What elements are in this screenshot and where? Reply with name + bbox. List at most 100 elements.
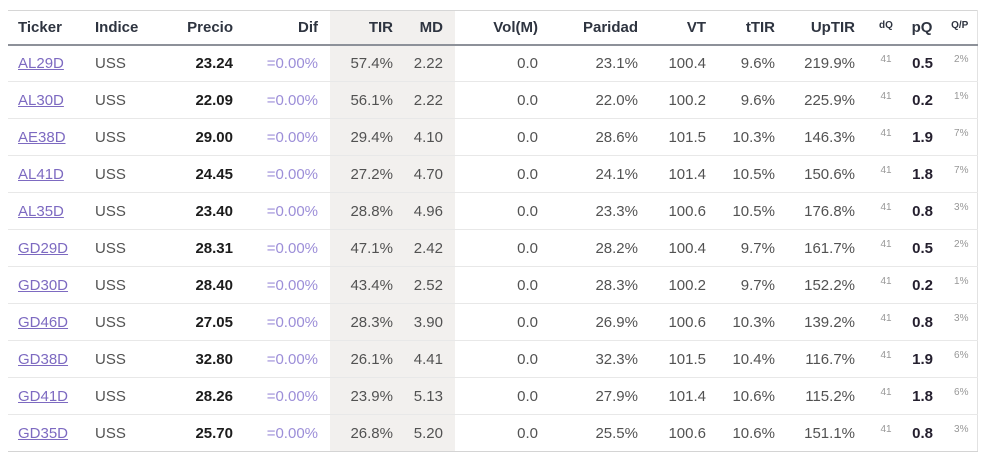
cell-vol: 0.0 [517,165,538,183]
table-row: AL29D USS 23.24 =0.00% 57.4% 2.22 0.0 23… [8,44,977,82]
cell-uptir: 150.6% [804,165,855,183]
column-header-precio[interactable]: Precio [160,10,245,46]
cell-ticker: GD41D [8,378,85,415]
cell-dif: =0.00% [266,165,318,183]
cell-paridad: 23.3% [595,202,638,220]
cell-uptir: 115.2% [805,387,855,405]
cell-dq: 41 [867,267,905,304]
cell-ttir: 9.6% [740,91,775,109]
cell-md: 2.42 [405,229,455,267]
cell-uptir: 176.8% [804,202,855,220]
cell-md: 2.22 [405,44,455,82]
ticker-link[interactable]: GD38D [18,350,69,368]
cell-paridad: 24.1% [595,165,638,183]
cell-indice: USS [95,387,126,405]
cell-precio: 24.45 [195,165,233,183]
column-header-indice[interactable]: Indice [85,10,160,46]
column-header-paridad[interactable]: Paridad [550,10,650,46]
column-header-vol[interactable]: Vol(M) [455,10,550,46]
cell-md: 3.90 [405,303,455,341]
cell-ttir: 10.3% [732,128,775,146]
cell-dq: 41 [867,341,905,378]
qp-value: 7% [954,127,969,139]
cell-qp: 6% [943,378,977,415]
cell-paridad: 23.1% [595,54,638,72]
cell-pq: 1.9 [912,128,933,146]
column-header-vt[interactable]: VT [650,10,718,46]
column-header-pq[interactable]: pQ [905,10,943,46]
cell-vol: 0.0 [517,202,538,220]
cell-vt: 100.6 [668,313,706,331]
cell-paridad: 27.9% [595,387,638,405]
cell-dq: 41 [867,193,905,230]
cell-pq: 1.8 [912,165,933,183]
cell-vt: 101.5 [668,128,706,146]
ticker-link[interactable]: GD30D [18,276,69,294]
cell-paridad: 25.5% [595,424,638,442]
ticker-link[interactable]: GD29D [18,239,69,257]
cell-ttir: 10.4% [732,350,775,368]
ticker-link[interactable]: AL30D [18,91,64,109]
cell-dq: 41 [867,82,905,119]
ticker-link[interactable]: GD35D [18,424,69,442]
cell-dif: =0.00% [266,54,318,72]
ticker-link[interactable]: GD41D [18,387,69,405]
cell-dq: 41 [867,304,905,341]
cell-ticker: AL29D [8,45,85,82]
cell-paridad: 32.3% [595,350,638,368]
cell-precio: 22.09 [195,91,233,109]
column-header-dq[interactable]: dQ [867,10,905,46]
dq-value: 41 [880,90,892,102]
cell-vt: 100.6 [668,424,706,442]
ticker-link[interactable]: GD46D [18,313,69,331]
cell-tir: 29.4% [330,118,405,156]
cell-ttir: 9.6% [740,54,775,72]
cell-dq: 41 [867,45,905,82]
cell-uptir: 151.1% [804,424,855,442]
cell-tir: 57.4% [330,44,405,82]
table-header: Ticker Indice Precio Dif TIR MD Vol(M) P… [8,10,977,46]
ticker-link[interactable]: AL35D [18,202,64,220]
header-row: Ticker Indice Precio Dif TIR MD Vol(M) P… [8,10,977,46]
dq-value: 41 [880,423,892,435]
cell-precio: 23.40 [195,202,233,220]
cell-uptir: 161.7% [804,239,855,257]
column-header-uptir[interactable]: UpTIR [787,10,867,46]
dq-value: 41 [880,349,892,361]
dq-value: 41 [880,312,892,324]
cell-qp: 6% [943,341,977,378]
column-header-ttir[interactable]: tTIR [718,10,787,46]
cell-dif: =0.00% [266,202,318,220]
cell-md: 4.10 [405,118,455,156]
bond-quotes-table-container: Ticker Indice Precio Dif TIR MD Vol(M) P… [8,10,978,452]
dq-value: 41 [880,164,892,176]
column-header-dif[interactable]: Dif [245,10,330,46]
cell-vol: 0.0 [517,128,538,146]
cell-ttir: 10.5% [732,202,775,220]
cell-dif: =0.00% [266,313,318,331]
table-row: AL35D USS 23.40 =0.00% 28.8% 4.96 0.0 23… [8,192,977,230]
ticker-link[interactable]: AE38D [18,128,66,146]
cell-paridad: 22.0% [595,91,638,109]
cell-precio: 28.40 [195,276,233,294]
cell-dq: 41 [867,119,905,156]
cell-vol: 0.0 [517,387,538,405]
ticker-link[interactable]: AL29D [18,54,64,72]
column-header-qp[interactable]: Q/P [943,10,977,46]
cell-vol: 0.0 [517,350,538,368]
cell-ticker: AL35D [8,193,85,230]
cell-precio: 28.31 [195,239,233,257]
qp-value: 2% [954,238,969,250]
cell-vt: 101.4 [668,165,706,183]
cell-precio: 29.00 [195,128,233,146]
cell-qp: 7% [943,156,977,193]
cell-precio: 23.24 [195,54,233,72]
ticker-link[interactable]: AL41D [18,165,64,183]
column-header-md[interactable]: MD [405,10,455,46]
cell-vt: 100.4 [668,54,706,72]
column-header-ticker[interactable]: Ticker [8,10,85,46]
cell-precio: 27.05 [195,313,233,331]
column-header-tir[interactable]: TIR [330,10,405,46]
cell-dq: 41 [867,378,905,415]
cell-precio: 32.80 [195,350,233,368]
